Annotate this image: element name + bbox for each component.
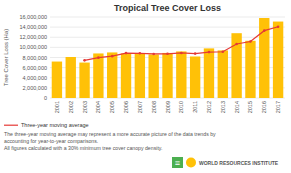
bar — [176, 51, 186, 98]
marker — [139, 52, 142, 55]
x-tick-label: 2015 — [247, 101, 253, 113]
y-tick-label: 16,000,000 — [19, 14, 47, 20]
note: All figures calculated with a 30% minimu… — [4, 145, 162, 151]
y-tick-label: 8,000,000 — [23, 55, 47, 61]
bar — [273, 22, 283, 98]
y-tick-label: 0 — [44, 95, 47, 101]
bar — [121, 53, 131, 98]
x-tick-label: 2014 — [234, 101, 240, 113]
x-tick-label: 2004 — [95, 101, 101, 113]
bar — [66, 57, 76, 98]
logo-circle — [186, 158, 196, 168]
logo-square — [172, 157, 183, 168]
x-tick-label: 2017 — [275, 101, 281, 113]
note: accounting for year-to-year comparisons. — [4, 138, 98, 144]
grid — [50, 17, 285, 98]
grid-line — [50, 17, 285, 18]
x-tick-label: 2012 — [206, 101, 212, 113]
marker — [152, 53, 155, 56]
bar — [148, 54, 158, 98]
marker — [249, 40, 252, 43]
y-tick-label: 6,000,000 — [23, 65, 47, 71]
y-tick-label: 4,000,000 — [23, 75, 47, 81]
logo-text: WORLD RESOURCES INSTITUTE — [199, 160, 279, 166]
x-tick-label: 2008 — [151, 101, 157, 113]
bar — [204, 48, 214, 98]
bar — [218, 50, 228, 98]
x-tick-label: 2011 — [192, 101, 198, 113]
x-tick-label: 2016 — [261, 101, 267, 113]
title: Tropical Tree Cover Loss — [114, 3, 221, 13]
x-tick-label: 2001 — [54, 101, 60, 113]
x-tick-label: 2005 — [109, 101, 115, 113]
marker — [263, 29, 266, 32]
marker — [83, 59, 86, 62]
marker — [125, 52, 128, 55]
marker — [180, 52, 183, 55]
y-tick-label: 10,000,000 — [19, 44, 47, 50]
marker — [277, 25, 280, 28]
x-tick-label: 2013 — [220, 101, 226, 113]
bar — [79, 63, 89, 98]
y-axis-label: Tree Cover Loss (Ha) — [3, 29, 9, 86]
x-tick-label: 2007 — [137, 101, 143, 113]
y-tick-label: 14,000,000 — [19, 24, 47, 30]
legend-label: Three-year moving average — [21, 122, 89, 128]
x-tick-label: 2010 — [178, 101, 184, 113]
logo-glyph: ≡ — [175, 158, 180, 168]
grid-line — [50, 37, 285, 38]
chart: Tropical Tree Cover Loss Tree Cover Loss … — [0, 0, 291, 173]
marker — [97, 56, 100, 59]
bar — [245, 41, 255, 98]
grid-line — [50, 27, 285, 28]
bar — [190, 56, 200, 98]
bar — [52, 62, 62, 98]
plot-area — [52, 18, 284, 98]
marker — [208, 51, 211, 54]
bar — [93, 53, 103, 98]
marker — [194, 52, 197, 55]
marker — [235, 43, 238, 46]
x-tick-label: 2009 — [165, 101, 171, 113]
line — [85, 27, 279, 61]
bar — [107, 52, 117, 98]
marker — [221, 50, 224, 53]
x-tick-label: 2002 — [68, 101, 74, 113]
bar — [162, 53, 172, 98]
y-tick-label: 12,000,000 — [19, 34, 47, 40]
x-tick-label: 2003 — [82, 101, 88, 113]
legend-swatch — [4, 125, 18, 126]
marker — [111, 55, 114, 58]
note: The three-year moving average may repres… — [4, 131, 216, 137]
marker — [166, 52, 169, 55]
y-tick-label: 2,000,000 — [23, 85, 47, 91]
bar — [135, 54, 145, 98]
x-tick-label: 2006 — [123, 101, 129, 113]
